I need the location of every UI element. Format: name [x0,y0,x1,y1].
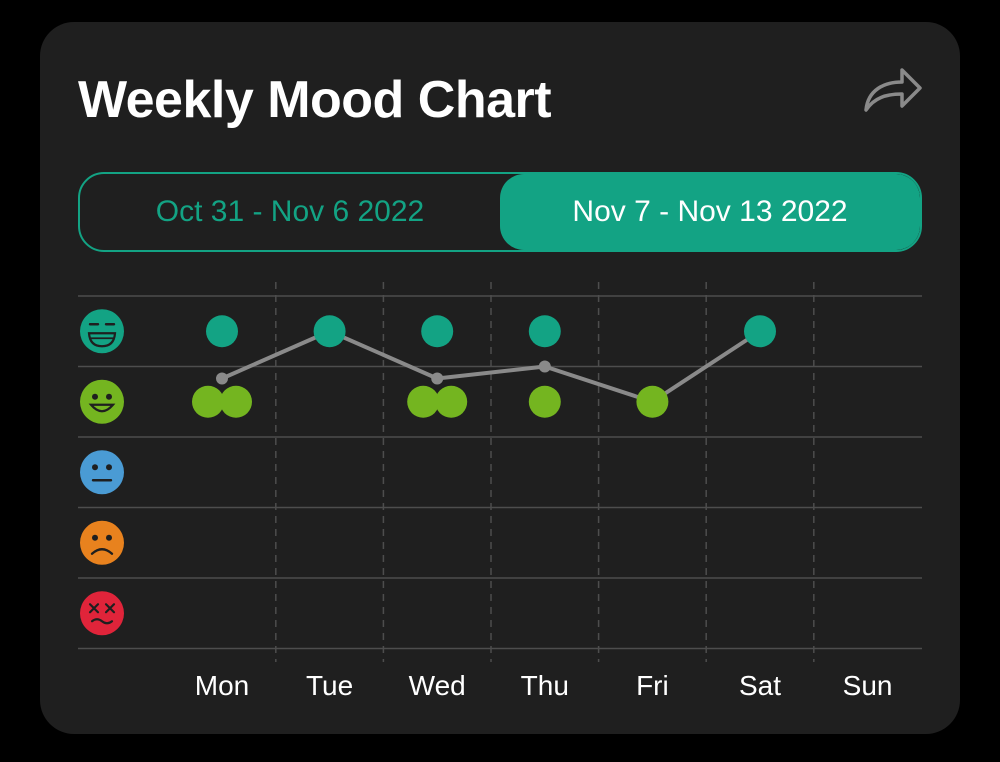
mood-chart-card: Weekly Mood Chart Oct 31 - Nov 6 2022 No… [40,22,960,734]
mood-dot-thu [528,315,561,348]
grinning-face-icon [80,309,124,354]
day-label-mon: Mon [195,670,249,701]
mood-dot-wed [421,315,454,348]
week-option-previous[interactable]: Oct 31 - Nov 6 2022 [155,195,425,228]
average-marker [216,372,228,385]
day-label-tue: Tue [306,670,353,701]
mood-dot-wed [407,385,440,418]
day-label-wed: Wed [409,670,466,701]
average-marker [538,360,551,373]
day-label-sun: Sun [843,670,893,701]
day-label-thu: Thu [521,670,569,701]
smiling-face-icon [80,379,124,424]
mood-dot-mon [206,315,238,348]
neutral-face-icon [80,450,124,495]
mood-dot-tue [313,315,346,348]
mood-dot-mon [192,385,224,418]
average-marker [431,372,444,385]
week-option-selected[interactable]: Nov 7 - Nov 13 2022 [500,174,920,250]
mood-dot-wed [435,385,468,418]
mood-dot-fri [636,385,669,418]
day-label-sat: Sat [739,670,781,701]
week-selector: Oct 31 - Nov 6 2022 Nov 7 - Nov 13 2022 [78,172,922,252]
mood-chart: Mon Tue Wed Thu Fri Sat Sun [78,282,922,701]
day-label-fri: Fri [636,670,669,701]
mood-dot-mon [220,385,252,418]
page-title: Weekly Mood Chart [78,71,552,129]
frowning-face-icon [80,520,124,565]
trend-line [221,329,762,404]
share-icon[interactable] [860,62,924,118]
mood-dot-thu [528,385,561,418]
dizzy-face-icon [80,591,124,636]
mood-dot-sat [744,315,776,348]
